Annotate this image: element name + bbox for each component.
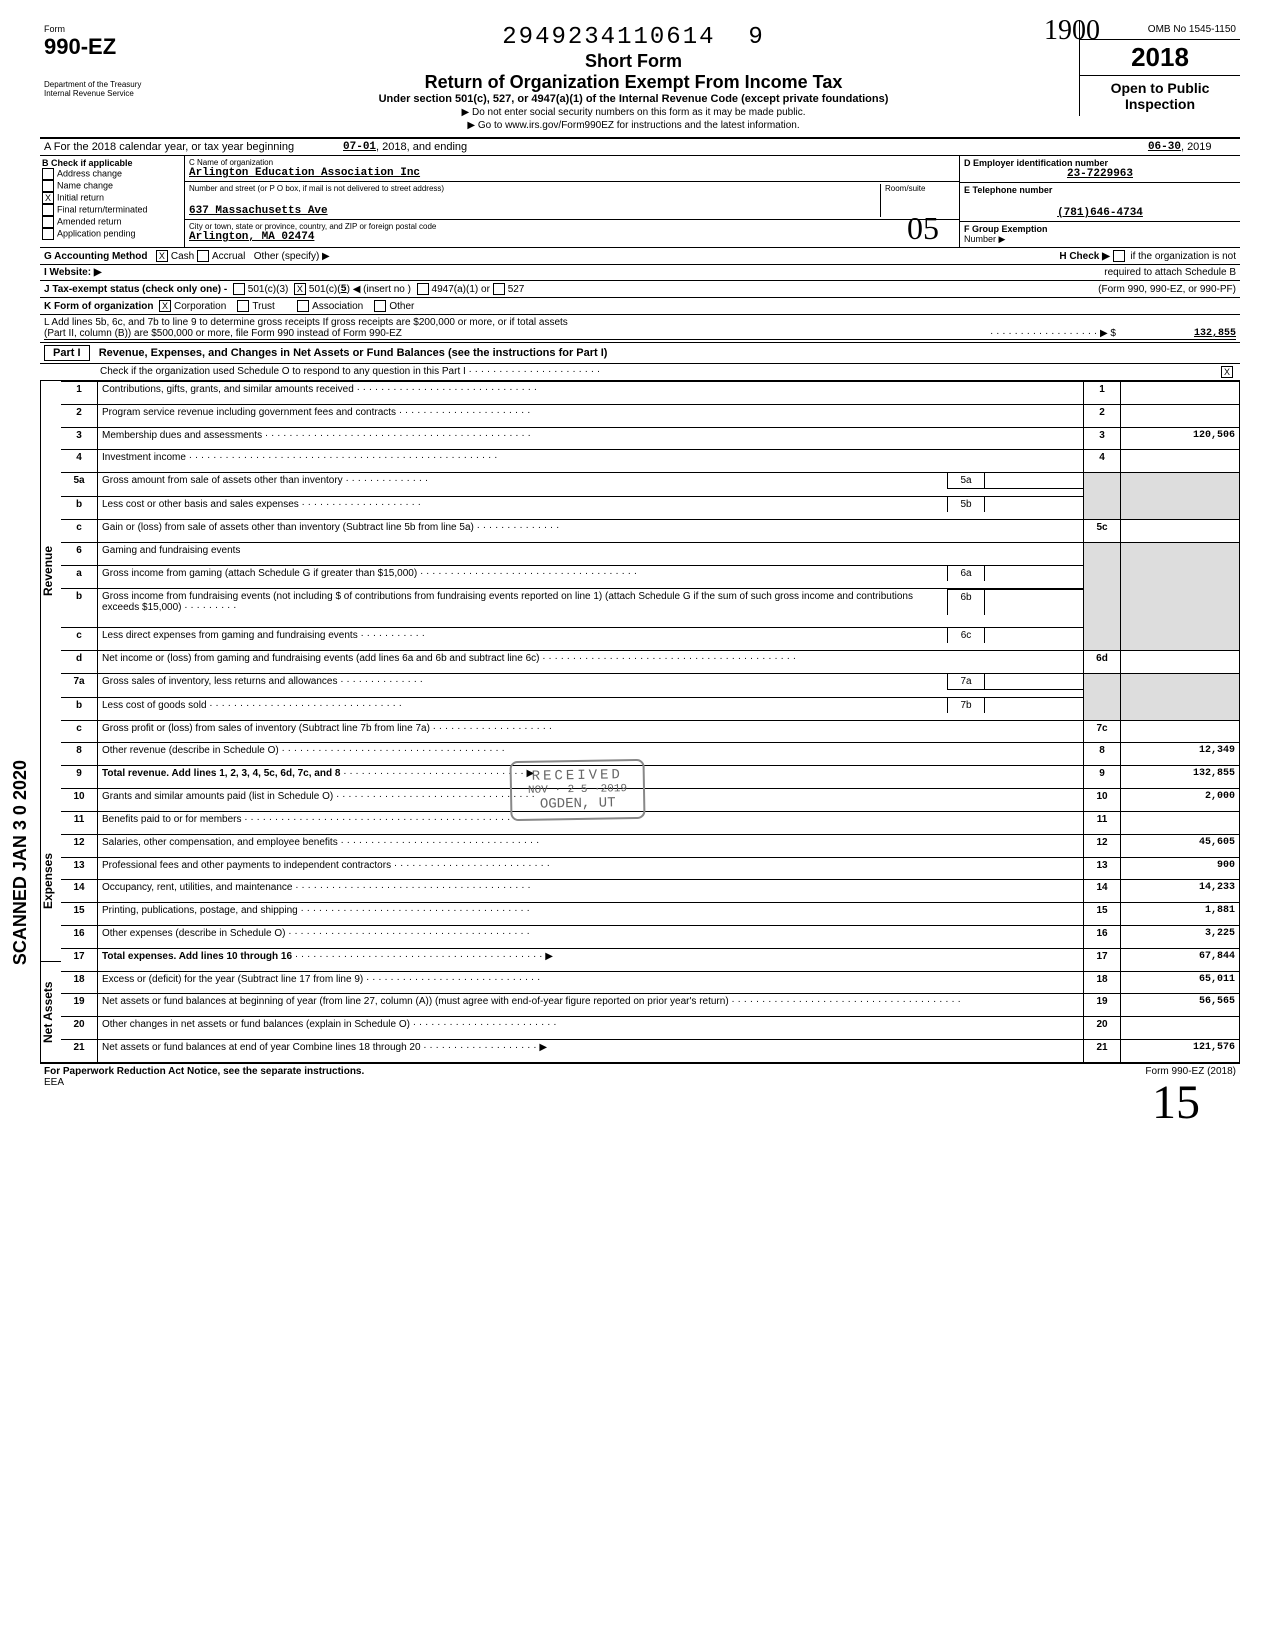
name-change-checkbox[interactable]: [42, 180, 54, 192]
row-l-arrow: · · · · · · · · · · · · · · · · · · ▶ $: [402, 328, 1116, 339]
tax-year: 2018: [1080, 40, 1240, 76]
row-l-text1: L Add lines 5b, 6c, and 7b to line 9 to …: [44, 317, 1236, 328]
4947-label: 4947(a)(1) or: [432, 284, 490, 295]
net-assets-label: Net Assets: [40, 962, 61, 1063]
row-h-text: if the organization is not: [1130, 251, 1236, 262]
org-name: Arlington Education Association Inc: [189, 167, 955, 179]
section-f-number: Number ▶: [964, 234, 1236, 245]
501c3-checkbox[interactable]: [233, 283, 245, 295]
accrual-label: Accrual: [212, 251, 245, 262]
initial-return-checkbox[interactable]: X: [42, 192, 54, 204]
final-return-label: Final return/terminated: [57, 204, 148, 214]
phone: (781)646-4734: [964, 207, 1236, 219]
footer-eea: EEA: [44, 1077, 64, 1088]
row-a-end-year: , 2019: [1181, 141, 1212, 153]
trust-checkbox[interactable]: [237, 300, 249, 312]
revenue-label: Revenue: [40, 381, 61, 801]
initial-return-label: Initial return: [57, 192, 104, 202]
section-d-label: D Employer identification number: [964, 158, 1236, 168]
h-checkbox[interactable]: [1113, 250, 1125, 262]
subtitle: Under section 501(c), 527, or 4947(a)(1)…: [192, 93, 1075, 105]
form-ref: (Form 990, 990-EZ, or 990-PF): [1098, 284, 1236, 295]
501c-label: 501(c)(: [309, 284, 341, 295]
sched-b-text: required to attach Schedule B: [1104, 267, 1236, 278]
street-address: 637 Massachusetts Ave: [189, 205, 880, 217]
addr-change-label: Address change: [57, 168, 122, 178]
handwritten-1900: 1900: [1044, 15, 1100, 47]
dept-irs: Internal Revenue Service: [44, 89, 184, 98]
part1-schedule-o-checkbox[interactable]: X: [1221, 366, 1233, 378]
handwritten-15: 15: [1152, 1075, 1200, 1130]
omb-number: OMB No 1545-1150: [1080, 20, 1240, 40]
city-state-zip: Arlington, MA 02474: [189, 231, 955, 243]
accrual-checkbox[interactable]: [197, 250, 209, 262]
ein: 23-7229963: [964, 168, 1236, 180]
tax-year-begin: 07-01: [343, 141, 376, 153]
instr-ssn: ▶ Do not enter social security numbers o…: [192, 107, 1075, 118]
row-l-amount: 132,855: [1116, 328, 1236, 339]
section-b-label: B Check if applicable: [42, 158, 182, 168]
open-public: Open to Public: [1111, 80, 1210, 96]
part1-label: Part I: [44, 345, 90, 361]
527-checkbox[interactable]: [493, 283, 505, 295]
form-prefix: Form: [44, 24, 184, 34]
scanned-stamp: SCANNED JAN 3 0 2020: [10, 760, 31, 965]
part1-title: Revenue, Expenses, and Changes in Net As…: [99, 347, 608, 359]
cash-label: Cash: [171, 251, 194, 262]
addr-label: Number and street (or P O box, if mail i…: [189, 184, 880, 193]
501c-checkbox[interactable]: X: [294, 283, 306, 295]
dln: 2949234110614: [502, 24, 715, 51]
section-e-label: E Telephone number: [964, 185, 1236, 195]
row-l-text2: (Part II, column (B)) are $500,000 or mo…: [44, 328, 402, 339]
received-stamp: RECEIVED NOV · 2 5 ·2019 OGDEN, UT: [509, 759, 645, 821]
row-h-label: H Check ▶: [1059, 251, 1109, 262]
name-change-label: Name change: [57, 180, 113, 190]
501c3-label: 501(c)(3): [248, 284, 289, 295]
row-k-label: K Form of organization: [44, 301, 153, 312]
part1-check-text: Check if the organization used Schedule …: [100, 366, 600, 378]
cash-checkbox[interactable]: X: [156, 250, 168, 262]
dept-treasury: Department of the Treasury: [44, 80, 184, 89]
other-org-checkbox[interactable]: [374, 300, 386, 312]
corp-checkbox[interactable]: X: [159, 300, 171, 312]
short-form-label: Short Form: [192, 51, 1075, 72]
inspection: Inspection: [1125, 96, 1195, 112]
insert-no: ) ◀ (insert no ): [347, 284, 411, 295]
amended-checkbox[interactable]: [42, 216, 54, 228]
instr-url: ▶ Go to www.irs.gov/Form990EZ for instru…: [192, 120, 1075, 131]
dln-suffix: 9: [748, 24, 764, 51]
assoc-label: Association: [312, 301, 363, 312]
row-g-label: G Accounting Method: [44, 251, 148, 262]
footer-left: For Paperwork Reduction Act Notice, see …: [44, 1066, 364, 1077]
section-f-label: F Group Exemption: [964, 224, 1236, 234]
section-c-label: C Name of organization: [189, 158, 955, 167]
app-pending-label: Application pending: [57, 228, 136, 238]
main-title: Return of Organization Exempt From Incom…: [192, 72, 1075, 93]
expenses-label: Expenses: [40, 801, 61, 962]
trust-label: Trust: [252, 301, 274, 312]
other-specify: Other (specify) ▶: [254, 251, 330, 262]
final-return-checkbox[interactable]: [42, 204, 54, 216]
row-a-label: A For the 2018 calendar year, or tax yea…: [44, 141, 294, 153]
row-j-label: J Tax-exempt status (check only one) -: [44, 284, 227, 295]
addr-change-checkbox[interactable]: [42, 168, 54, 180]
row-a-mid: , 2018, and ending: [376, 141, 467, 153]
assoc-checkbox[interactable]: [297, 300, 309, 312]
4947-checkbox[interactable]: [417, 283, 429, 295]
lines-table: 1Contributions, gifts, grants, and simil…: [61, 381, 1240, 1063]
handwritten-05: 05: [907, 210, 939, 247]
other-org-label: Other: [389, 301, 414, 312]
corp-label: Corporation: [174, 301, 226, 312]
tax-year-end: 06-30: [1148, 141, 1181, 153]
form-number: 990-EZ: [44, 34, 184, 60]
amended-label: Amended return: [57, 216, 122, 226]
row-i-label: I Website: ▶: [44, 267, 102, 278]
app-pending-checkbox[interactable]: [42, 228, 54, 240]
527-label: 527: [508, 284, 525, 295]
city-label: City or town, state or province, country…: [189, 222, 955, 231]
